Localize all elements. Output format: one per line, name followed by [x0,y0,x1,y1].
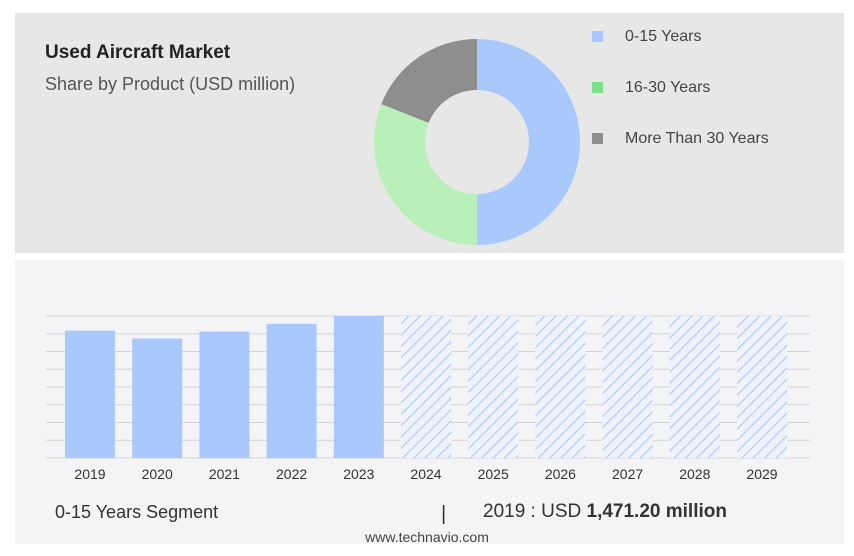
bar-2022 [266,323,317,458]
chart-title: Used Aircraft Market [45,42,231,63]
chart-subtitle: Share by Product (USD million) [45,74,296,94]
bar-2026 [535,316,586,458]
bar-2029 [737,316,787,458]
bar-2019 [65,330,115,458]
x-tick-label-2019: 2019 [74,466,105,482]
legend-item-30-plus: More Than 30 Years [592,126,769,151]
donut-slice-1 [373,104,477,246]
legend: 0-15 Years 16-30 Years More Than 30 Year… [592,24,769,177]
x-tick-label-2027: 2027 [612,466,643,482]
bar-2021 [199,331,250,458]
x-tick-label-2025: 2025 [478,466,509,482]
x-tick-label-2023: 2023 [343,466,374,482]
legend-swatch-16-30 [592,82,603,93]
bar-2023 [333,316,384,458]
x-tick-label-2026: 2026 [545,466,576,482]
legend-item-0-15: 0-15 Years [592,24,769,49]
legend-swatch-30-plus [592,133,603,144]
bar-2028 [669,316,720,458]
segment-label: 0-15 Years Segment [55,502,219,522]
legend-item-16-30: 16-30 Years [592,75,769,100]
legend-swatch-0-15 [592,31,603,42]
legend-label-16-30: 16-30 Years [625,78,711,96]
bar-2020 [132,338,183,458]
x-tick-label-2028: 2028 [679,466,710,482]
stat-readout: 2019 : USD 1,471.20 million [483,501,727,523]
stat-prefix: 2019 : USD [483,501,582,522]
x-tick-label-2020: 2020 [142,466,173,482]
bar-chart: 2019 2020 2021 2022 2023 2024 2025 2026 2027 2028… [46,315,810,482]
x-tick-label-2021: 2021 [209,466,240,482]
footer-separator: | [441,503,447,525]
legend-label-0-15: 0-15 Years [625,27,702,45]
donut-slice-2 [381,39,477,123]
source-url: www.technavio.com [365,529,489,545]
bar-2027 [602,316,653,458]
bar-2025 [468,316,519,458]
x-tick-label-2029: 2029 [746,466,777,482]
legend-label-30-plus: More Than 30 Years [625,129,769,147]
x-tick-label-2024: 2024 [410,466,441,482]
donut-slice-0 [477,39,580,245]
x-tick-label-2022: 2022 [276,466,307,482]
bar-2024 [401,316,451,458]
stat-value: 1,471.20 million [586,501,727,522]
donut-chart [373,39,580,246]
